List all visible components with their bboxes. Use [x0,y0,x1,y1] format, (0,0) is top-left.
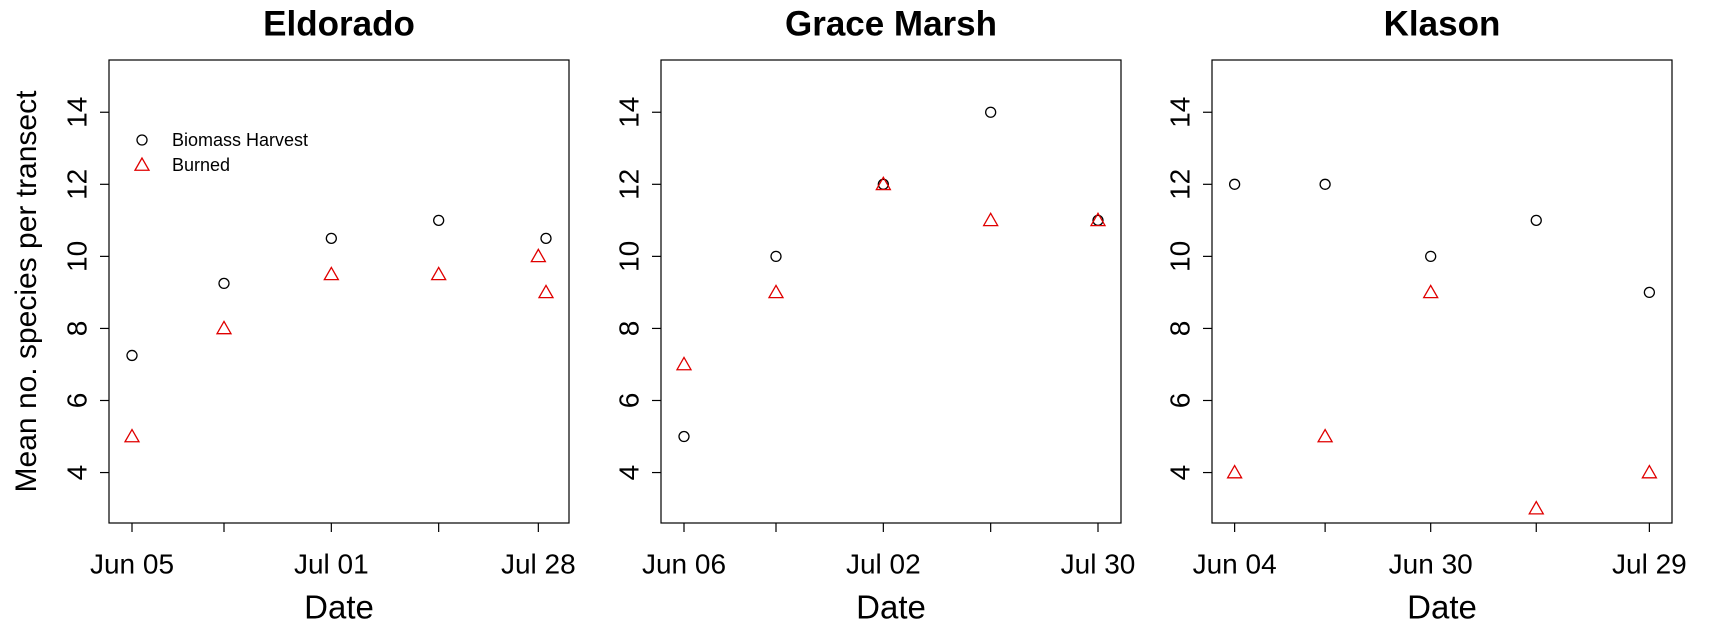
data-point [1422,284,1439,299]
plot-frame [1211,59,1673,524]
chart-title: Grace Marsh [785,4,997,43]
x-tick-label: Jun 06 [642,548,726,579]
y-tick-label: 6 [613,393,644,409]
x-axis-label: Date [1407,589,1477,626]
data-point [537,284,555,299]
data-point [323,266,340,281]
data-point [126,349,138,362]
y-tick-label: 4 [613,465,644,481]
x-tick-label: Jul 28 [501,548,576,579]
y-tick-label: 10 [61,241,92,272]
data-point [530,248,547,263]
y-tick-label: 8 [61,321,92,337]
x-tick-label: Jun 30 [1389,548,1473,579]
data-point [982,212,999,227]
y-tick-label: 8 [613,321,644,337]
data-point [985,106,997,118]
data-point [1641,464,1658,479]
data-point [430,266,447,281]
data-point [1530,214,1542,226]
y-tick-label: 14 [1164,97,1195,128]
y-tick-label: 10 [1164,241,1195,272]
x-tick-label: Jul 02 [846,548,921,579]
x-tick-label: Jun 05 [90,548,174,579]
data-point [767,284,785,299]
data-point [1528,500,1545,515]
chart-title: Klason [1384,4,1501,43]
data-point [875,175,892,191]
data-point [1425,250,1437,263]
y-tick-label: 6 [1164,393,1195,409]
y-tick-label: 6 [61,393,92,409]
data-point [325,232,337,245]
x-axis-label: Date [304,589,374,626]
y-tick-label: 10 [613,241,644,272]
y-tick-label: 14 [613,97,644,128]
data-point [1319,178,1331,190]
y-tick-label: 4 [1164,465,1195,481]
y-tick-label: 12 [1164,169,1195,200]
y-tick-label: 14 [61,97,92,128]
plot-frame [660,59,1122,524]
legend-marker [136,134,148,146]
data-point [1089,212,1107,227]
legend-marker [133,156,151,171]
x-tick-label: Jul 01 [294,548,369,579]
y-tick-label: 12 [613,169,644,200]
y-axis-label: Mean no. species per transect [10,90,43,493]
x-tick-label: Jul 30 [1061,548,1136,579]
data-point [678,430,690,443]
data-point [215,320,233,335]
data-point [1226,464,1243,479]
legend-label: Biomass Harvest [172,130,308,150]
y-tick-label: 8 [1164,321,1195,337]
x-tick-label: Jul 29 [1612,548,1687,579]
data-point [123,428,141,443]
y-tick-label: 4 [61,465,92,481]
data-point [675,356,693,371]
data-point [540,232,552,245]
data-point [1316,428,1334,443]
data-point [1228,178,1241,190]
data-point [433,214,445,226]
plot-frame [108,59,570,524]
data-point [1643,286,1656,299]
legend-label: Burned [172,155,230,175]
chart-title: Eldorado [263,4,415,43]
y-tick-label: 12 [61,169,92,200]
data-point [770,250,782,263]
x-tick-label: Jun 04 [1193,548,1277,579]
data-point [218,277,230,290]
x-axis-label: Date [856,589,926,626]
